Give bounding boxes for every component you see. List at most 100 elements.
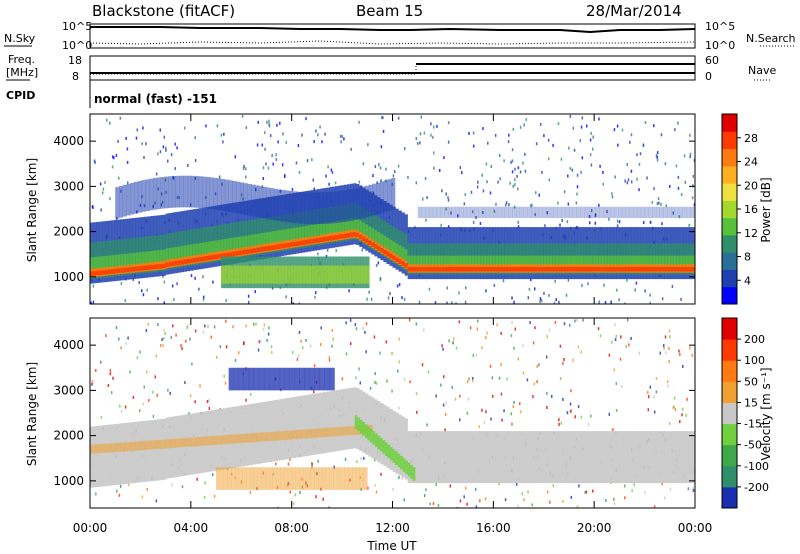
velocity-speckle [416, 410, 418, 414]
radar-speckle [472, 220, 475, 224]
radar-echo [634, 255, 638, 273]
radar-echo [510, 266, 514, 272]
radar-echo [558, 431, 563, 484]
radar-echo [679, 431, 684, 484]
radar-echo [456, 431, 460, 484]
radar-echo [646, 266, 650, 272]
radar-echo [412, 467, 416, 481]
radar-speckle [624, 179, 626, 183]
radar-speckle [576, 185, 579, 189]
radar-speckle [419, 141, 421, 145]
radar-speckle [271, 154, 273, 158]
radar-speckle [575, 201, 578, 205]
radar-echo [105, 424, 109, 487]
velocity-speckle [392, 487, 394, 491]
radar-echo [652, 206, 657, 219]
radar-echo [286, 397, 290, 460]
radar-echo [147, 265, 151, 270]
radar-speckle [461, 171, 463, 175]
colorbar-tick-label: -200 [744, 481, 769, 494]
radar-echo [625, 431, 629, 484]
radar-echo [301, 429, 308, 439]
radar-echo [300, 191, 305, 224]
radar-speckle [567, 278, 570, 282]
radar-echo [637, 266, 641, 272]
velocity-speckle [481, 346, 483, 350]
radar-echo [463, 206, 468, 219]
velocity-speckle [570, 389, 572, 393]
velocity-speckle [692, 486, 694, 490]
radar-echo [175, 438, 182, 448]
nave-tick-top: 60 [705, 54, 719, 67]
velocity-speckle [184, 381, 186, 385]
velocity-speckle [315, 495, 317, 499]
radar-speckle [561, 219, 563, 223]
velocity-speckle [452, 341, 454, 345]
velocity-bands [90, 367, 695, 490]
radar-speckle [385, 167, 387, 171]
radar-echo [546, 266, 551, 272]
radar-echo [498, 431, 502, 484]
radar-echo [295, 241, 299, 246]
radar-speckle [590, 131, 592, 135]
radar-echo [170, 438, 176, 448]
radar-echo [421, 206, 426, 219]
radar-echo [468, 431, 472, 484]
radar-echo [190, 175, 195, 208]
radar-speckle [494, 133, 497, 137]
nave-tick-bottom: 0 [705, 70, 712, 83]
radar-speckle [580, 170, 582, 174]
radar-echo [437, 255, 442, 273]
radar-echo [565, 206, 570, 219]
radar-echo [144, 265, 148, 271]
radar-echo [574, 431, 578, 484]
radar-echo [449, 266, 454, 272]
colorbar-swatch [722, 486, 737, 509]
velocity-speckle [398, 475, 400, 479]
radar-speckle [555, 298, 558, 302]
radar-echo [258, 186, 263, 218]
radar-speckle [396, 284, 399, 288]
radar-echo [322, 222, 327, 243]
y-tick-label: 3000 [53, 179, 84, 193]
radar-echo [125, 442, 131, 452]
radar-echo [289, 228, 293, 248]
velocity-speckle [155, 499, 158, 503]
radar-echo [313, 393, 318, 455]
velocity-speckle [472, 353, 475, 357]
velocity-speckle [664, 335, 667, 339]
velocity-speckle [510, 412, 513, 416]
radar-echo [359, 467, 364, 490]
radar-speckle [447, 121, 450, 125]
radar-echo [510, 255, 514, 273]
velocity-speckle [440, 383, 442, 387]
radar-echo [292, 227, 296, 248]
radar-echo [691, 255, 695, 273]
radar-echo [135, 441, 141, 451]
y-tick-label: 4000 [53, 338, 84, 352]
velocity-speckle [475, 353, 478, 357]
radar-echo [90, 271, 94, 276]
radar-echo [366, 265, 370, 284]
radar-echo [691, 266, 695, 272]
radar-echo [126, 422, 130, 484]
velocity-speckle [574, 415, 576, 419]
radar-echo [365, 224, 369, 244]
radar-echo [513, 266, 517, 272]
radar-echo [162, 263, 166, 269]
radar-speckle [547, 157, 550, 161]
radar-echo [238, 250, 242, 256]
radar-speckle [590, 209, 593, 213]
velocity-speckle [615, 334, 618, 338]
velocity-speckle [320, 343, 322, 347]
freq-label-line2: [MHz] [6, 66, 38, 79]
radar-speckle [590, 163, 593, 167]
radar-echo [525, 431, 529, 484]
radar-echo [407, 266, 411, 272]
radar-echo [413, 431, 417, 484]
radar-echo [682, 266, 687, 272]
radar-echo [459, 206, 464, 219]
radar-speckle [362, 162, 365, 166]
radar-echo [658, 266, 662, 272]
radar-echo [224, 265, 228, 284]
